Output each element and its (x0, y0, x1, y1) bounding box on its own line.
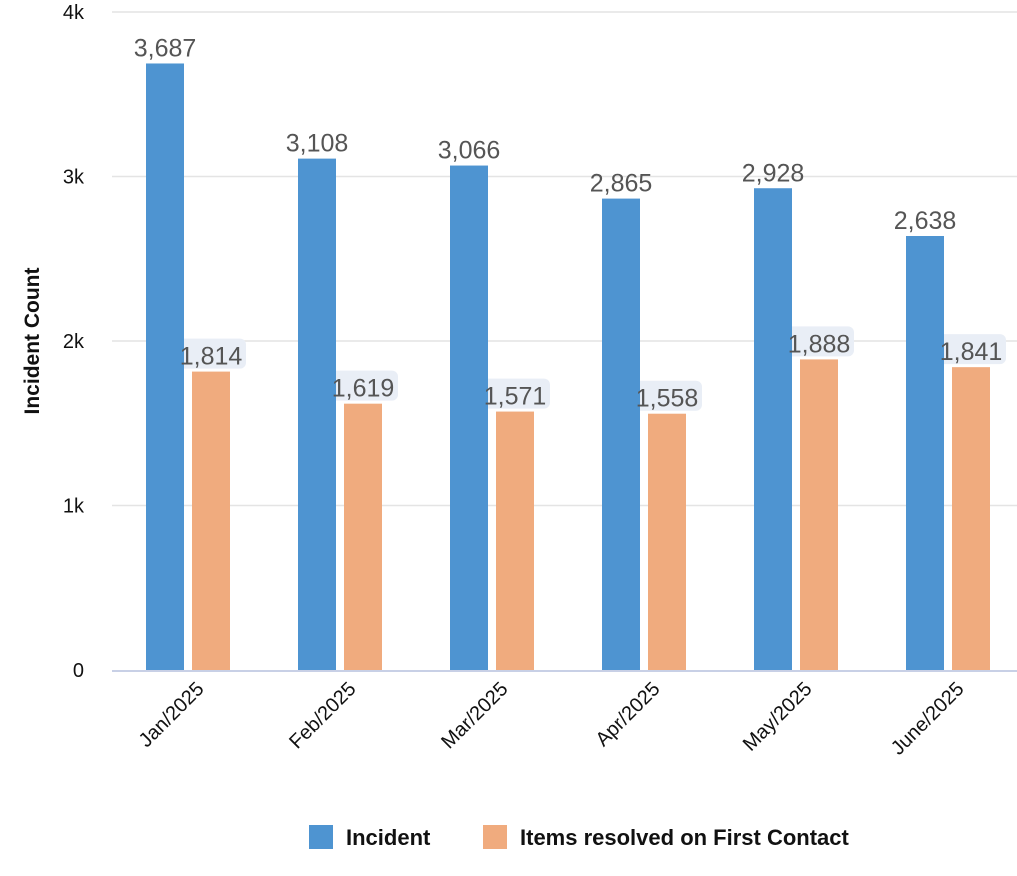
y-tick-label: 4k (63, 2, 85, 24)
bar-incident (450, 165, 488, 670)
legend-label: Items resolved on First Contact (520, 825, 850, 850)
x-tick-label: Mar/2025 (437, 678, 512, 753)
bar-first-contact (344, 403, 382, 670)
x-tick-label: June/2025 (887, 678, 969, 760)
bar-incident (754, 188, 792, 670)
x-tick-label: Feb/2025 (285, 678, 360, 753)
y-tick-label: 1k (63, 496, 85, 518)
y-tick-label: 2k (63, 331, 85, 353)
data-label-halo (784, 326, 854, 357)
data-label-halo (480, 378, 550, 409)
data-label-first-contact: 1,841 (940, 338, 1003, 366)
legend-swatch (309, 825, 333, 849)
data-label-incident: 3,108 (286, 130, 349, 158)
data-label-first-contact: 1,558 (636, 385, 699, 413)
bar-first-contact (648, 413, 686, 670)
bar-incident (602, 198, 640, 670)
bar-first-contact (192, 371, 230, 670)
bar-first-contact (496, 411, 534, 670)
data-label-halo (328, 370, 398, 401)
bar-first-contact (800, 359, 838, 670)
x-axis-ticks: Jan/2025 Feb/2025 Mar/2025 Apr/2025 May/2025… (135, 678, 969, 760)
legend: Incident Items resolved on First Contact (309, 825, 850, 850)
bar-incident (906, 236, 944, 670)
data-label-first-contact: 1,619 (332, 375, 395, 403)
data-label-first-contact: 1,888 (788, 330, 851, 358)
x-tick-label: Jan/2025 (135, 678, 209, 752)
legend-label: Incident (346, 825, 431, 850)
data-label-first-contact: 1,571 (484, 383, 547, 411)
y-tick-label: 3k (63, 167, 85, 189)
y-axis-title: Incident Count (21, 268, 44, 415)
bars (146, 63, 990, 670)
y-axis-ticks: 0 1k 2k 3k 4k (63, 2, 85, 682)
bar-first-contact (952, 367, 990, 670)
x-tick-label: Apr/2025 (592, 678, 665, 751)
data-label-incident: 2,928 (742, 159, 805, 187)
data-label-halo (632, 380, 702, 411)
legend-swatch (483, 825, 507, 849)
bar-incident (146, 63, 184, 670)
bar-incident (298, 158, 336, 670)
data-label-incident: 2,638 (894, 207, 957, 235)
gridlines (112, 11, 1017, 507)
data-label-halo (936, 334, 1006, 365)
data-label-incident: 3,066 (438, 137, 501, 165)
data-labels: 3,687 1,814 3,108 1,619 3,066 1,571 2,865 1,558… (134, 34, 1006, 670)
data-label-incident: 3,687 (134, 34, 197, 62)
y-tick-label: 0 (73, 660, 84, 682)
legend-item-first-contact[interactable]: Items resolved on First Contact (483, 825, 850, 850)
data-label-halo (176, 338, 246, 369)
data-label-first-contact: 1,814 (180, 343, 243, 371)
x-tick-label: May/2025 (739, 678, 817, 756)
legend-item-incident[interactable]: Incident (309, 825, 431, 850)
data-label-incident: 2,865 (590, 170, 653, 198)
